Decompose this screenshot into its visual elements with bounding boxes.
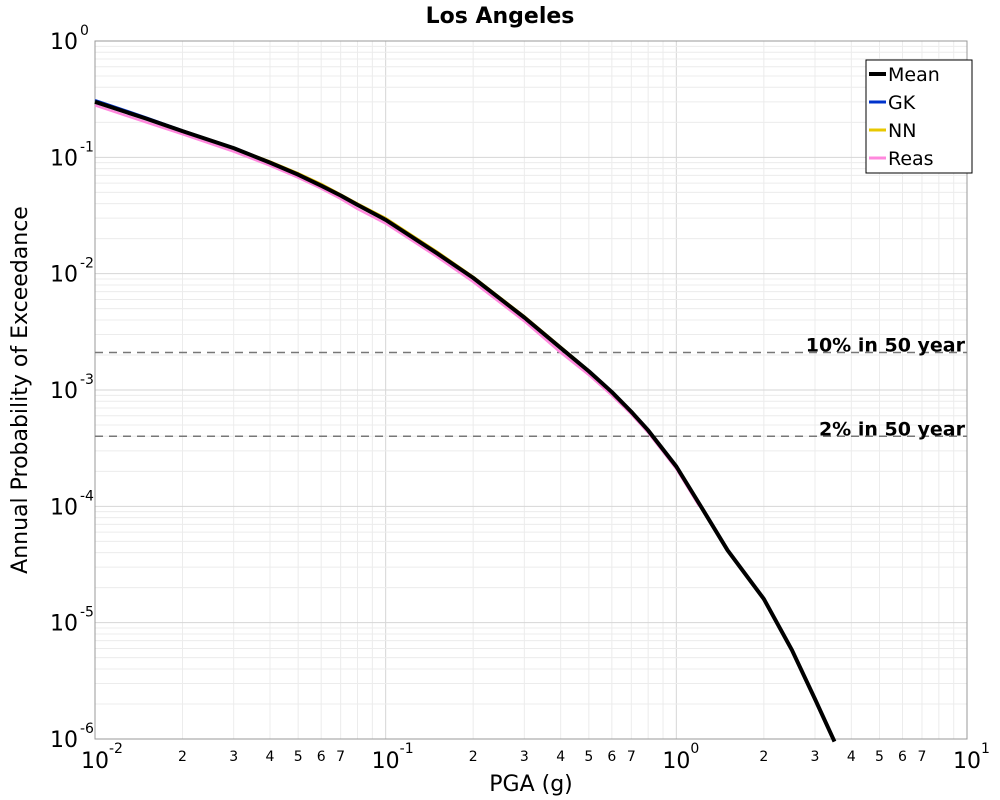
- y-major-tick-base: 10: [50, 379, 78, 404]
- grid-lines: [94, 41, 967, 740]
- x-minor-tick-label: 3: [229, 749, 238, 765]
- reference-line-label: 2% in 50 year: [819, 418, 966, 440]
- y-major-tick-exponent: -6: [80, 721, 94, 737]
- y-major-tick-exponent: -5: [80, 605, 94, 621]
- x-minor-tick-label: 4: [556, 749, 565, 765]
- series-lines: [94, 98, 837, 743]
- y-major-tick-base: 10: [50, 612, 78, 637]
- x-major-tick-base: 10: [662, 749, 690, 774]
- y-major-tick-label: 10 -1: [50, 139, 94, 171]
- x-major-tick-exponent: 1: [981, 741, 990, 757]
- x-minor-tick-label: 5: [584, 749, 593, 765]
- legend-label-mean: Mean: [888, 64, 940, 86]
- x-minor-tick-label: 5: [294, 749, 303, 765]
- x-minor-tick-label: 6: [607, 749, 616, 765]
- y-major-tick-base: 10: [50, 495, 78, 520]
- x-axis-label: PGA (g): [489, 772, 573, 797]
- chart-title: Los Angeles: [426, 4, 575, 29]
- x-minor-tick-label: 4: [266, 749, 275, 765]
- x-major-tick-exponent: -2: [109, 741, 123, 757]
- x-major-tick-label: 10 -2: [81, 741, 123, 774]
- y-major-tick-exponent: -2: [80, 256, 94, 272]
- y-major-tick-label: 10 -6: [50, 721, 94, 753]
- x-major-tick-label: 10 1: [953, 741, 990, 774]
- y-major-tick-exponent: -4: [80, 488, 94, 504]
- y-major-tick-label: 10 0: [50, 23, 89, 55]
- x-major-tick-exponent: 0: [690, 741, 699, 757]
- x-major-tick-base: 10: [81, 749, 109, 774]
- x-axis-ticks: 10 -2 10 -1 10 0 10 12 3 4 5 6 7 2 3 4 5 6 7 2 3 4 5 6 7: [81, 741, 990, 774]
- series-line-gk: [94, 98, 701, 505]
- x-major-tick-label: 10 0: [662, 741, 699, 774]
- x-minor-tick-label: 6: [898, 749, 907, 765]
- x-minor-tick-label: 4: [847, 749, 856, 765]
- x-major-tick-base: 10: [953, 749, 981, 774]
- legend-label-reas: Reas: [888, 148, 934, 170]
- y-major-tick-exponent: -1: [80, 139, 94, 155]
- y-major-tick-base: 10: [50, 728, 78, 753]
- x-minor-tick-label: 7: [918, 749, 927, 765]
- y-major-tick-label: 10 -4: [50, 488, 94, 520]
- plot-area-frame: [94, 40, 968, 740]
- x-minor-tick-label: 5: [875, 749, 884, 765]
- y-major-tick-base: 10: [50, 146, 78, 171]
- y-major-tick-label: 10 -3: [50, 372, 94, 404]
- legend-label-nn: NN: [888, 120, 916, 142]
- y-major-tick-exponent: -3: [80, 372, 94, 388]
- x-minor-tick-label: 3: [811, 749, 820, 765]
- y-axis-label: Annual Probability of Exceedance: [8, 206, 33, 574]
- reference-lines: 10% in 50 year 2% in 50 year: [95, 335, 967, 440]
- legend: Mean GK NN Reas: [865, 59, 973, 174]
- y-major-tick-label: 10 -2: [50, 256, 94, 288]
- y-major-tick-base: 10: [50, 30, 78, 55]
- x-major-tick-label: 10 -1: [372, 741, 414, 774]
- series-line-mean: [94, 99, 837, 743]
- x-minor-tick-label: 3: [520, 749, 529, 765]
- x-minor-tick-label: 7: [627, 749, 636, 765]
- series-line-reas: [94, 104, 701, 507]
- x-minor-tick-label: 7: [336, 749, 345, 765]
- x-major-tick-base: 10: [372, 749, 400, 774]
- x-minor-tick-label: 2: [178, 749, 187, 765]
- legend-label-gk: GK: [888, 92, 916, 114]
- y-major-tick-label: 10 -5: [50, 605, 94, 637]
- y-major-tick-exponent: 0: [80, 23, 89, 39]
- reference-line-label: 10% in 50 year: [806, 335, 966, 357]
- legend-box: [865, 59, 973, 174]
- x-minor-tick-label: 6: [317, 749, 326, 765]
- y-major-tick-base: 10: [50, 263, 78, 288]
- x-major-tick-exponent: -1: [400, 741, 414, 757]
- x-minor-tick-label: 2: [759, 749, 768, 765]
- x-minor-tick-label: 2: [469, 749, 478, 765]
- series-line-nn: [94, 100, 701, 505]
